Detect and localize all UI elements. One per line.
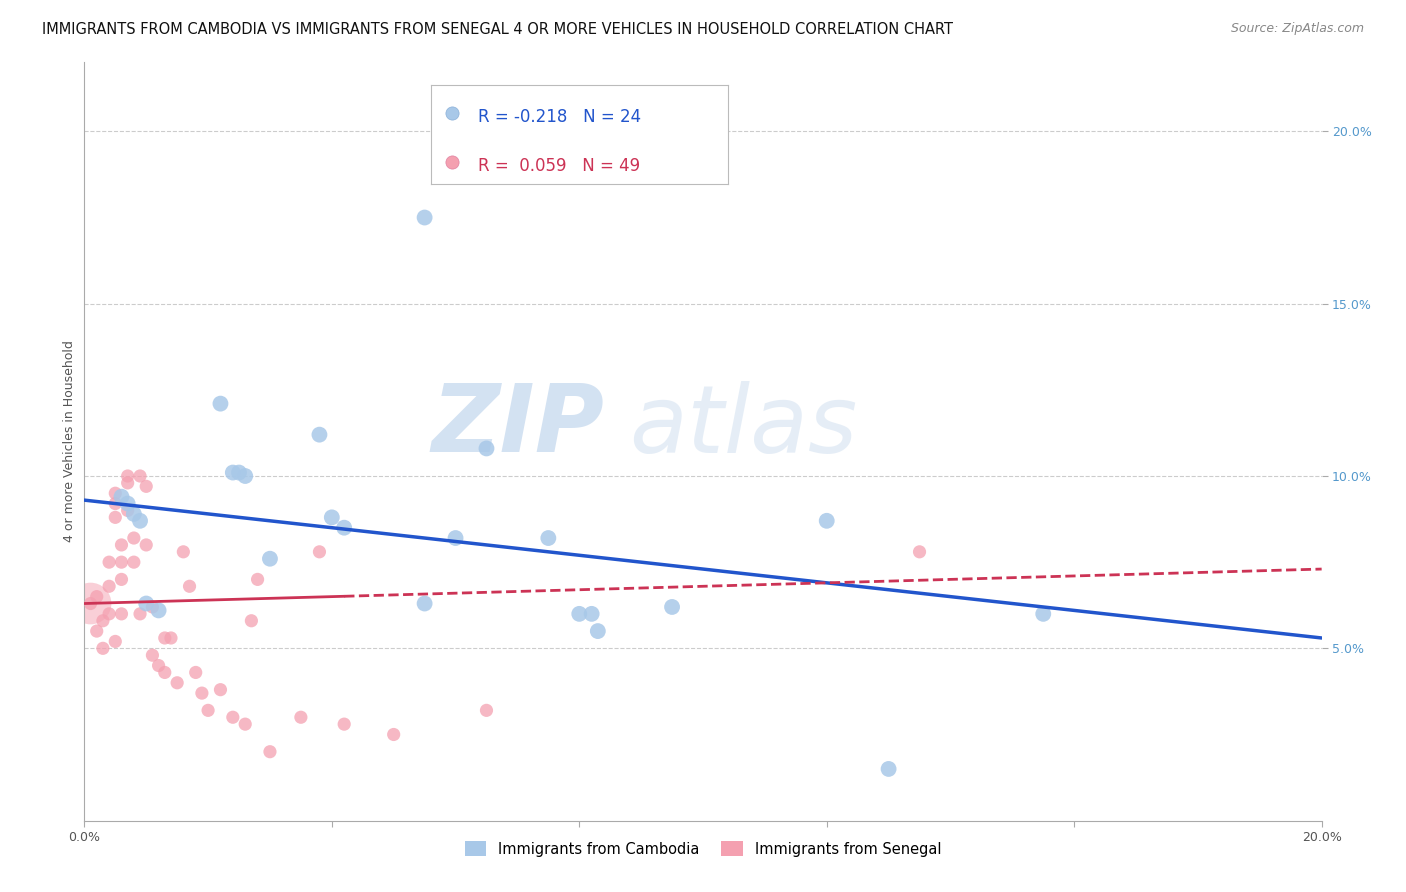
Point bbox=[333, 521, 356, 535]
Point bbox=[98, 555, 121, 569]
Point bbox=[228, 466, 250, 480]
Point bbox=[117, 503, 139, 517]
Point bbox=[79, 597, 101, 611]
Point bbox=[141, 648, 163, 663]
Point bbox=[308, 427, 330, 442]
Point bbox=[537, 531, 560, 545]
Text: ZIP: ZIP bbox=[432, 380, 605, 473]
Point bbox=[104, 634, 127, 648]
Point bbox=[135, 479, 157, 493]
Point bbox=[179, 579, 201, 593]
Point bbox=[91, 641, 114, 656]
Point bbox=[259, 745, 281, 759]
Point bbox=[122, 507, 145, 521]
Point bbox=[908, 545, 931, 559]
Point bbox=[259, 551, 281, 566]
Point bbox=[86, 624, 108, 639]
Point bbox=[191, 686, 214, 700]
Point bbox=[129, 607, 152, 621]
Point bbox=[117, 475, 139, 490]
Point bbox=[166, 675, 188, 690]
Point bbox=[129, 514, 152, 528]
Point bbox=[135, 538, 157, 552]
Point bbox=[222, 466, 245, 480]
Point bbox=[79, 597, 101, 611]
Point bbox=[104, 497, 127, 511]
Y-axis label: 4 or more Vehicles in Household: 4 or more Vehicles in Household bbox=[63, 341, 76, 542]
Point bbox=[148, 603, 170, 617]
Point bbox=[209, 682, 232, 697]
Point bbox=[246, 573, 269, 587]
Point bbox=[661, 599, 683, 614]
Point bbox=[475, 703, 498, 717]
Point bbox=[413, 597, 436, 611]
Point bbox=[240, 614, 263, 628]
Text: Source: ZipAtlas.com: Source: ZipAtlas.com bbox=[1230, 22, 1364, 36]
Point bbox=[233, 717, 256, 731]
Point bbox=[321, 510, 343, 524]
Point bbox=[586, 624, 609, 639]
Point bbox=[110, 538, 132, 552]
Point bbox=[104, 510, 127, 524]
Point bbox=[172, 545, 194, 559]
Point bbox=[222, 710, 245, 724]
Point bbox=[91, 614, 114, 628]
Point bbox=[148, 658, 170, 673]
Point bbox=[444, 531, 467, 545]
Point bbox=[568, 607, 591, 621]
Point bbox=[1032, 607, 1054, 621]
Point bbox=[117, 469, 139, 483]
Point bbox=[141, 599, 163, 614]
Point bbox=[117, 497, 139, 511]
Text: atlas: atlas bbox=[628, 381, 858, 472]
Point bbox=[877, 762, 900, 776]
Point bbox=[86, 590, 108, 604]
Legend: Immigrants from Cambodia, Immigrants from Senegal: Immigrants from Cambodia, Immigrants fro… bbox=[458, 836, 948, 863]
Point bbox=[382, 727, 405, 741]
Point bbox=[815, 514, 838, 528]
Point bbox=[209, 396, 232, 410]
Text: IMMIGRANTS FROM CAMBODIA VS IMMIGRANTS FROM SENEGAL 4 OR MORE VEHICLES IN HOUSEH: IMMIGRANTS FROM CAMBODIA VS IMMIGRANTS F… bbox=[42, 22, 953, 37]
Point bbox=[581, 607, 603, 621]
Point bbox=[184, 665, 207, 680]
Point bbox=[122, 555, 145, 569]
Point bbox=[129, 469, 152, 483]
Point bbox=[104, 486, 127, 500]
Point bbox=[98, 579, 121, 593]
Point bbox=[197, 703, 219, 717]
Point bbox=[153, 665, 176, 680]
Point bbox=[122, 531, 145, 545]
Point bbox=[110, 490, 132, 504]
Point bbox=[153, 631, 176, 645]
Point bbox=[160, 631, 183, 645]
Point bbox=[290, 710, 312, 724]
Point bbox=[233, 469, 256, 483]
Point bbox=[333, 717, 356, 731]
Point bbox=[308, 545, 330, 559]
Point bbox=[135, 597, 157, 611]
Point bbox=[413, 211, 436, 225]
Point bbox=[98, 607, 121, 621]
Point bbox=[110, 607, 132, 621]
Point bbox=[475, 442, 498, 456]
Point bbox=[110, 573, 132, 587]
Point bbox=[110, 555, 132, 569]
